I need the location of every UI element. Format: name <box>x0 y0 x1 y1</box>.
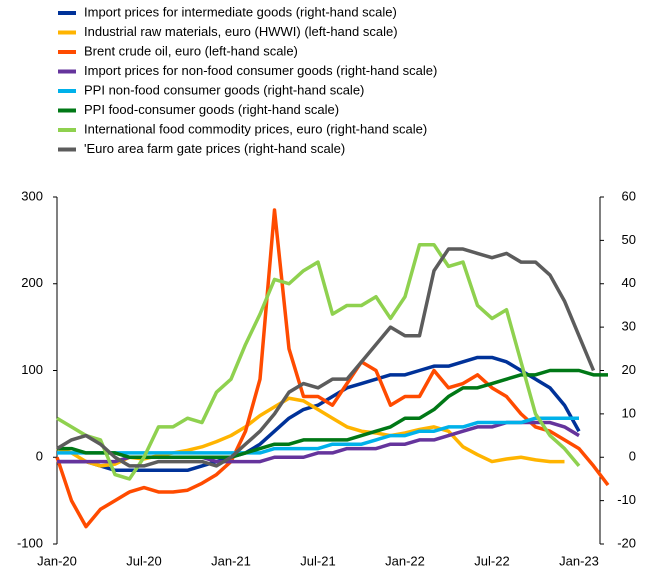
y2-tick-label: 0 <box>629 449 636 464</box>
series-line <box>57 355 581 473</box>
x-tick-label: Jan-20 <box>37 553 77 568</box>
y2-tick-label: 60 <box>622 188 636 203</box>
legend-label: Industrial raw materials, euro (HWWI) (l… <box>84 24 398 39</box>
y-tick-label: 0 <box>36 449 43 464</box>
y2-tick-label: -20 <box>617 535 636 550</box>
y2-tick-label: 50 <box>622 232 636 247</box>
y2-tick-label: 40 <box>622 275 636 290</box>
legend-label: Import prices for intermediate goods (ri… <box>84 4 397 19</box>
y-tick-label: 300 <box>21 188 43 203</box>
x-tick-label: Jan-21 <box>211 553 251 568</box>
x-tick-label: Jan-23 <box>559 553 599 568</box>
y-tick-label: 200 <box>21 275 43 290</box>
series-line <box>55 208 610 529</box>
series-line <box>57 416 579 455</box>
y-tick-label: -100 <box>17 535 43 550</box>
x-tick-label: Jul-22 <box>474 553 509 568</box>
y2-tick-label: 10 <box>622 405 636 420</box>
y2-tick-label: 20 <box>622 362 636 377</box>
x-tick-label: Jul-21 <box>300 553 335 568</box>
y2-tick-label: -10 <box>617 492 636 507</box>
x-tick-label: Jul-20 <box>126 553 161 568</box>
series-line <box>57 368 608 459</box>
legend-label: 'Euro area farm gate prices (right-hand … <box>84 141 345 156</box>
series-line <box>56 247 596 468</box>
legend-label: Brent crude oil, euro (left-hand scale) <box>84 43 298 58</box>
x-tick-label: Jan-22 <box>385 553 425 568</box>
legend-label: PPI non-food consumer goods (right-hand … <box>84 82 364 97</box>
series-line <box>56 242 581 481</box>
legend-label: PPI food-consumer goods (right-hand scal… <box>84 102 339 117</box>
y2-tick-label: 30 <box>622 319 636 334</box>
y-tick-label: 100 <box>21 362 43 377</box>
legend-label: International food commodity prices, eur… <box>84 121 427 136</box>
legend-label: Import prices for non-food consumer good… <box>84 63 437 78</box>
